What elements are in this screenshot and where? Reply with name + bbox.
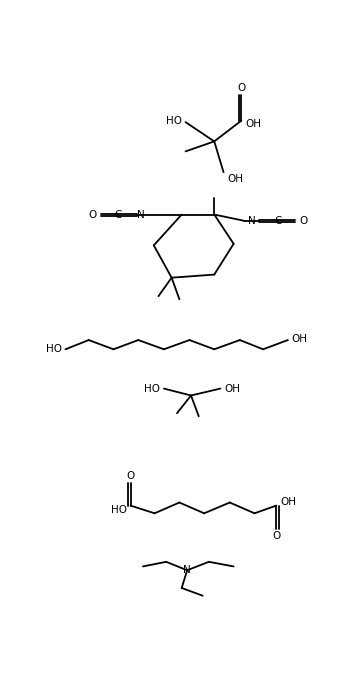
Text: C: C (114, 210, 122, 220)
Text: OH: OH (292, 335, 308, 344)
Text: OH: OH (245, 118, 261, 129)
Text: HO: HO (144, 383, 160, 394)
Text: OH: OH (280, 497, 296, 507)
Text: OH: OH (228, 174, 244, 184)
Text: O: O (237, 83, 245, 93)
Text: HO: HO (46, 344, 62, 354)
Text: N: N (137, 210, 145, 220)
Text: C: C (274, 215, 281, 226)
Text: HO: HO (111, 505, 127, 515)
Text: N: N (183, 565, 191, 575)
Text: O: O (88, 210, 97, 220)
Text: O: O (126, 470, 135, 480)
Text: O: O (300, 215, 308, 226)
Text: O: O (272, 530, 280, 541)
Text: N: N (248, 215, 256, 226)
Text: HO: HO (166, 116, 182, 125)
Text: OH: OH (224, 383, 240, 394)
